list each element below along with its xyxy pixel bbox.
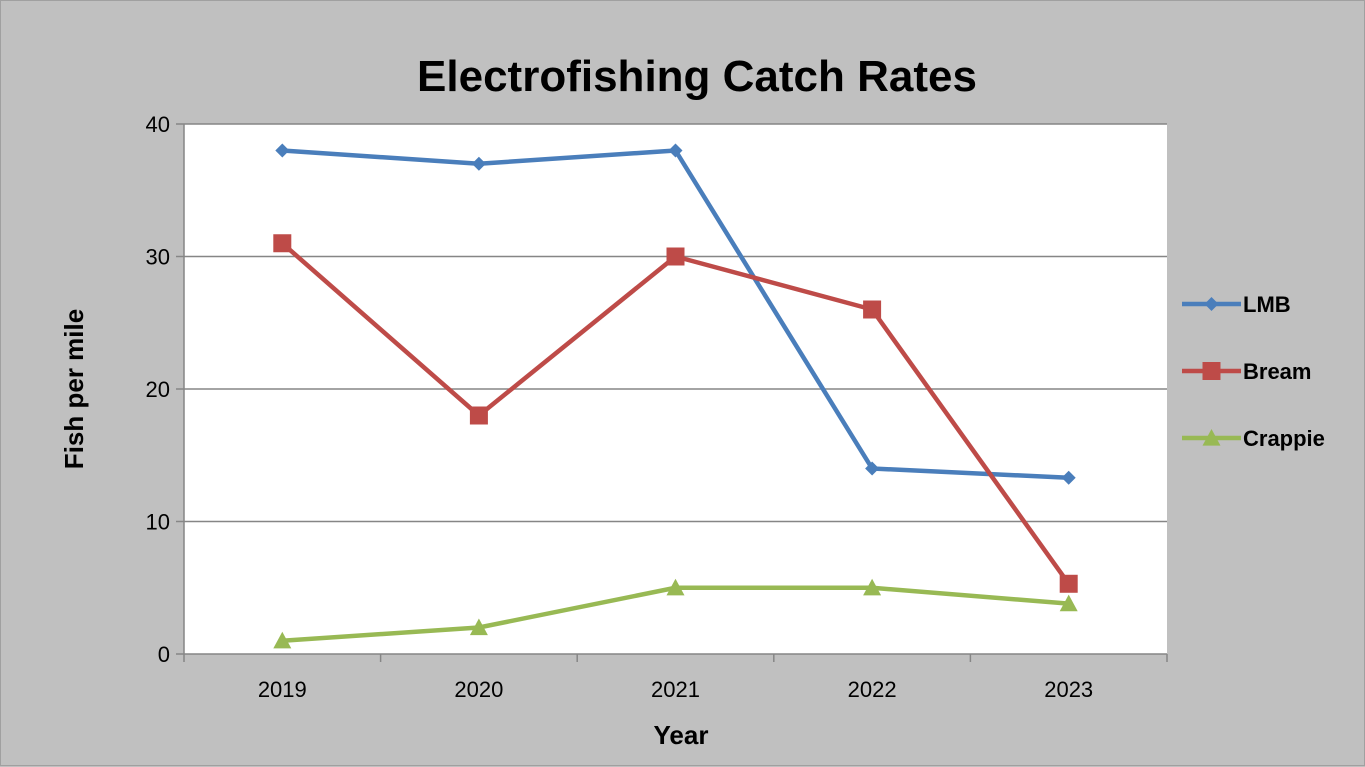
data-point-lmb <box>865 461 880 476</box>
data-point-bream <box>1059 574 1078 593</box>
x-tick-label: 2021 <box>651 677 700 702</box>
data-point-lmb <box>471 156 486 171</box>
x-tick-label: 2022 <box>848 677 897 702</box>
legend-label-bream: Bream <box>1243 359 1311 384</box>
x-tick-label: 2023 <box>1044 677 1093 702</box>
data-point-lmb <box>1061 470 1076 485</box>
y-tick-label: 30 <box>146 245 170 270</box>
axes: 0 10 20 30 40 2019 2020 2021 2022 2023 <box>146 112 1168 702</box>
legend-label-lmb: LMB <box>1243 292 1291 317</box>
data-point-crappie <box>273 631 292 649</box>
data-point-crappie <box>863 578 882 596</box>
y-tick-label: 0 <box>158 642 170 667</box>
legend: LMB Bream Crappie <box>1182 292 1325 451</box>
series-group <box>273 143 1078 649</box>
legend-item-bream: Bream <box>1182 359 1311 384</box>
data-point-lmb <box>668 143 683 158</box>
legend-item-crappie: Crappie <box>1182 426 1325 451</box>
x-tick-label: 2019 <box>258 677 307 702</box>
series-bream <box>273 234 1078 593</box>
data-point-bream <box>666 247 685 266</box>
series-lmb <box>275 143 1076 485</box>
data-point-crappie <box>469 618 488 636</box>
legend-marker-lmb <box>1204 297 1219 311</box>
chart-title: Electrofishing Catch Rates <box>417 52 977 101</box>
legend-marker-bream <box>1202 362 1221 380</box>
y-tick-label: 40 <box>146 112 170 137</box>
data-point-bream <box>469 406 488 425</box>
legend-marker-crappie <box>1202 429 1221 446</box>
x-axis-title: Year <box>654 720 709 750</box>
data-point-bream <box>273 234 292 253</box>
legend-label-crappie: Crappie <box>1243 426 1325 451</box>
y-axis-title: Fish per mile <box>59 309 89 469</box>
data-point-bream <box>863 300 882 319</box>
data-point-crappie <box>666 578 685 596</box>
y-tick-label: 10 <box>146 510 170 535</box>
x-tick-label: 2020 <box>454 677 503 702</box>
data-point-crappie <box>1059 594 1078 612</box>
series-crappie <box>273 578 1078 649</box>
y-tick-label: 20 <box>146 377 170 402</box>
legend-item-lmb: LMB <box>1182 292 1291 317</box>
data-point-lmb <box>275 143 290 158</box>
